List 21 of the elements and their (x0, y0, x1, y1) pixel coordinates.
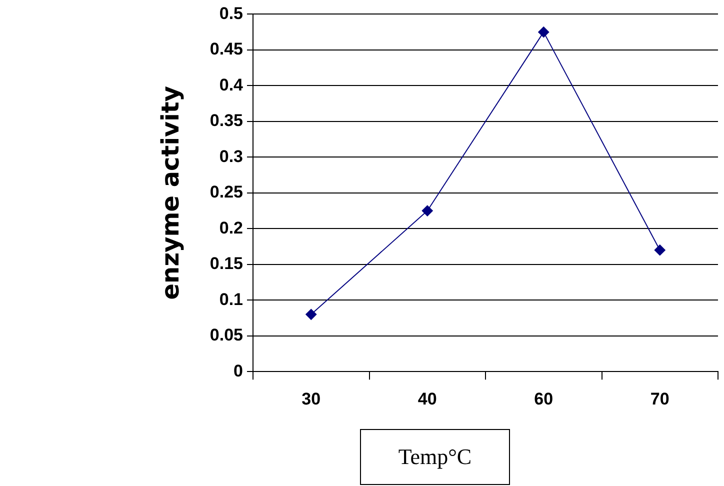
point (422, 205, 433, 216)
y-tick-label: 0.05 (210, 326, 243, 345)
y-axis-title: enzyme activity (156, 86, 185, 300)
x-tick-label: 30 (302, 389, 321, 408)
y-tick-label: 0.45 (210, 40, 243, 59)
y-tick-label: 0.3 (219, 146, 243, 166)
y-tick-label: 0.15 (210, 254, 243, 274)
y-tick-label: 0.25 (210, 182, 243, 202)
y-tick-label: 0.35 (210, 111, 243, 130)
y-tick-label: 0.4 (219, 75, 244, 94)
point (654, 244, 666, 256)
point (538, 26, 550, 38)
y-tick-label: 0 (234, 361, 243, 380)
x-tick-label: 40 (418, 389, 437, 408)
point (306, 308, 317, 320)
y-tick-label: 0.5 (219, 4, 243, 23)
y-tick-label: 0.2 (219, 218, 243, 238)
x-axis-title: Temp°C (360, 429, 510, 485)
x-tick-label: 70 (650, 389, 670, 408)
y-tick-label: 0.1 (219, 290, 243, 309)
x-tick-label: 60 (534, 389, 554, 408)
